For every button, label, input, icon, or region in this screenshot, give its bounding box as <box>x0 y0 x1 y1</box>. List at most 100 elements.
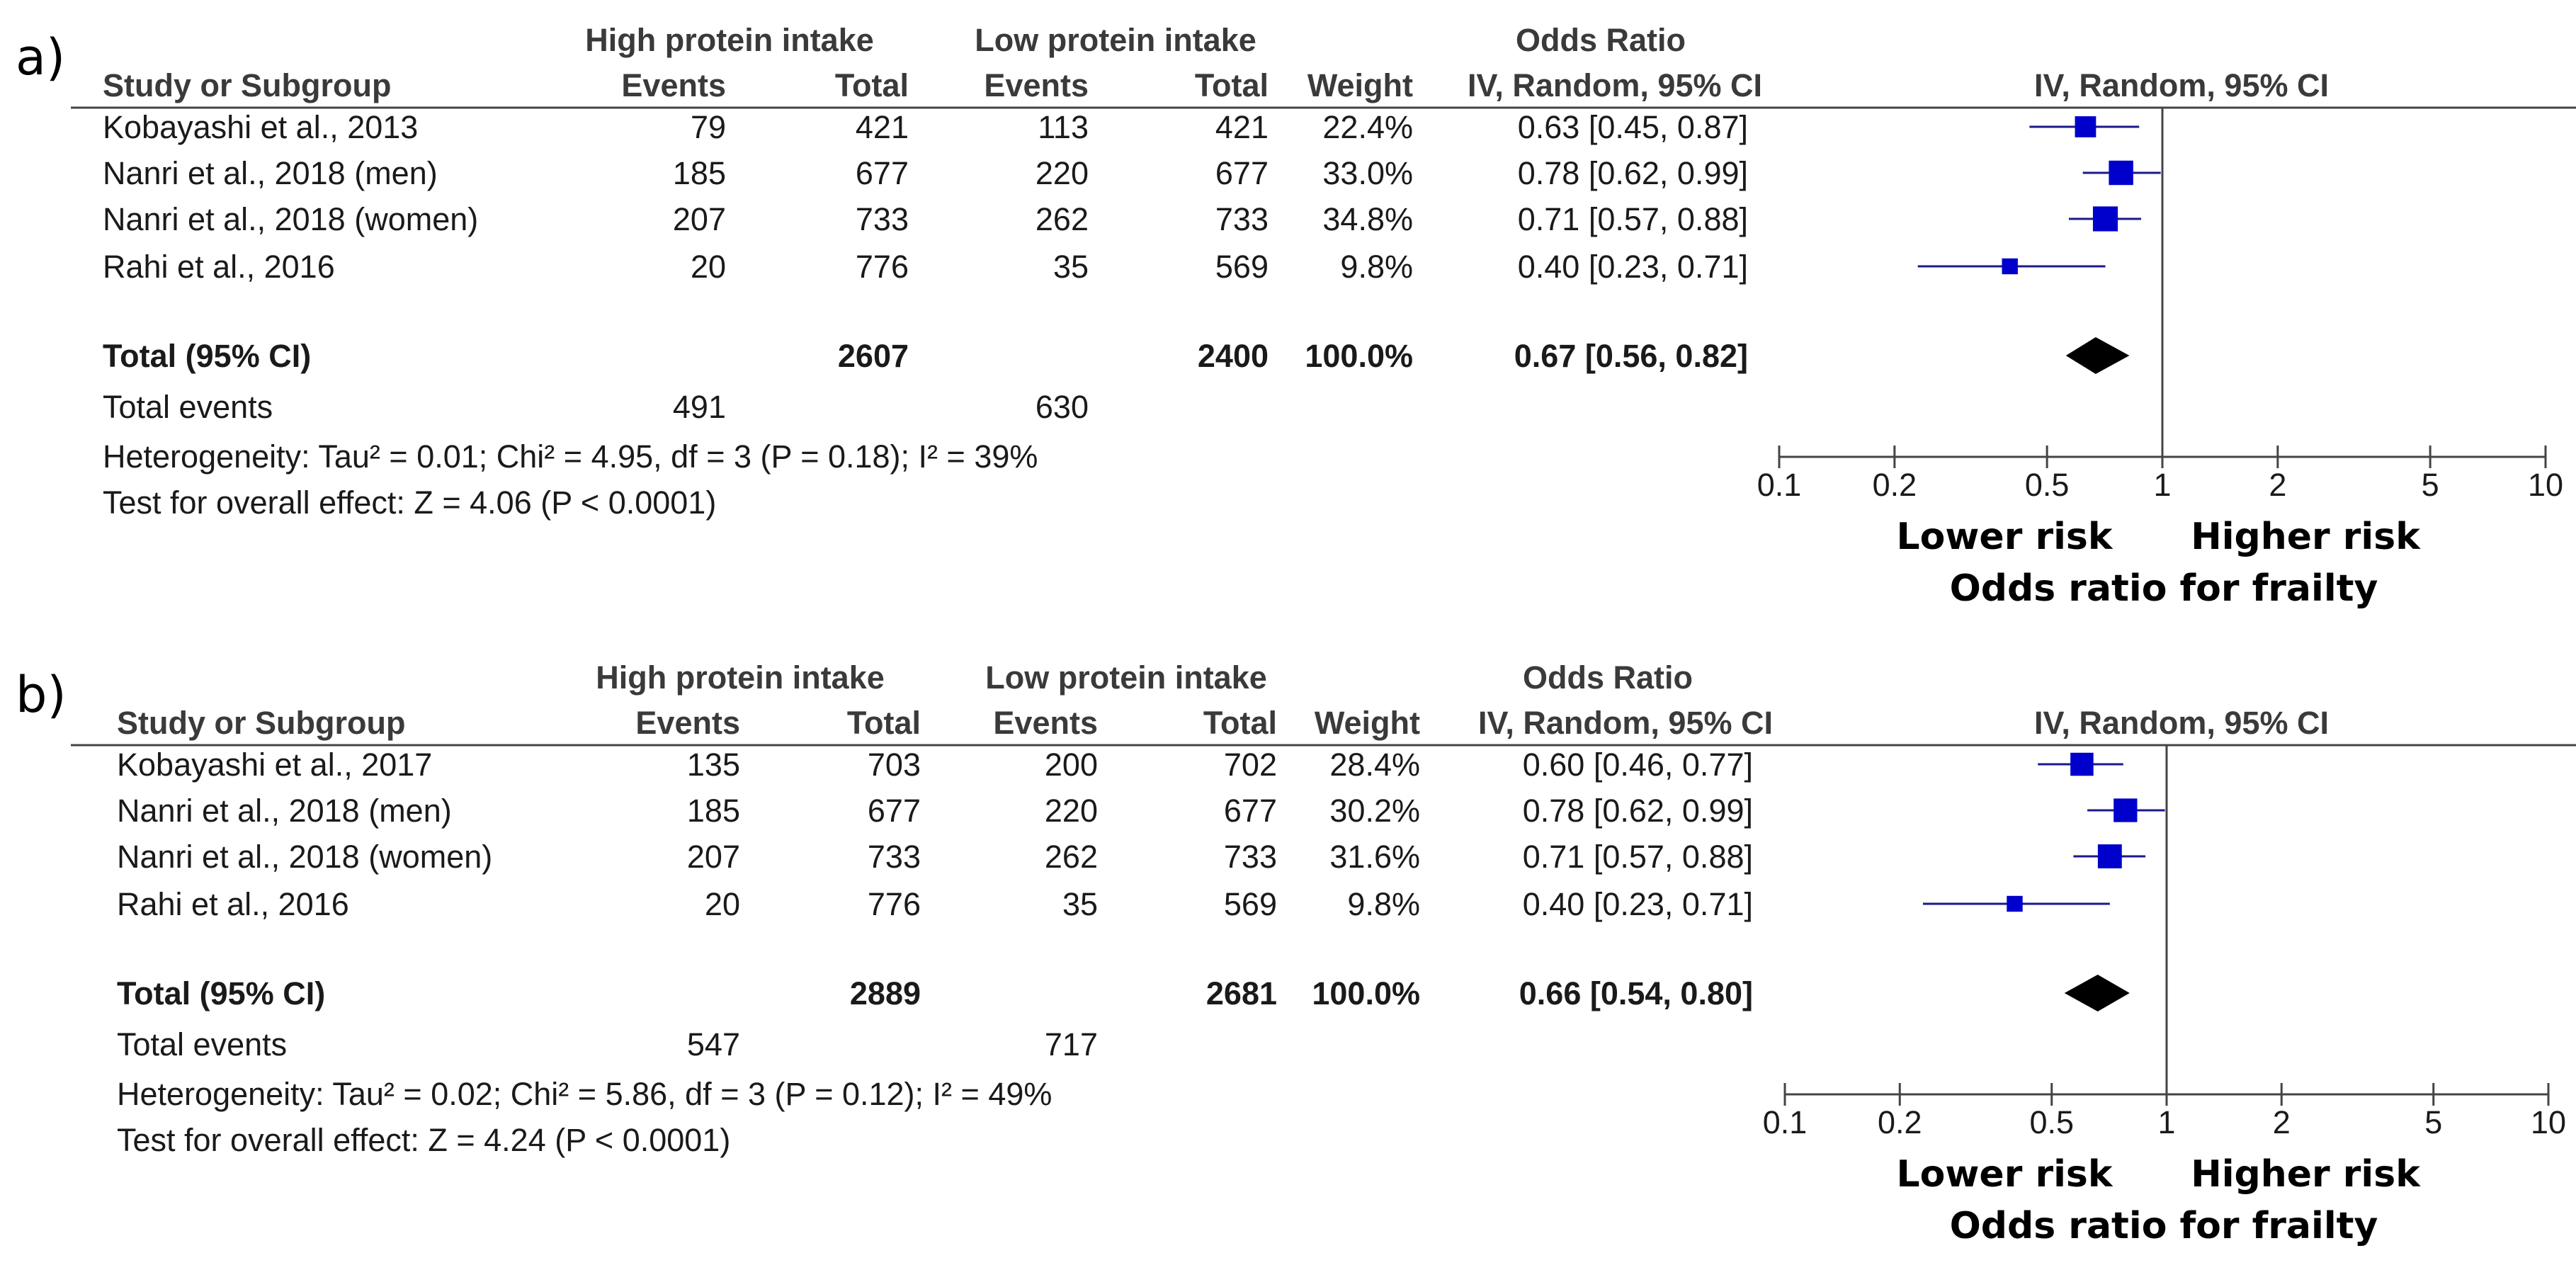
favours-right-label: Higher risk <box>2191 1153 2421 1196</box>
events-high: 207 <box>673 201 726 237</box>
total-label: Total (95% CI) <box>117 975 325 1011</box>
study-point-estimate <box>2092 206 2118 232</box>
column-header-total-high: Total <box>847 705 921 741</box>
ci-text: 0.40 [0.23, 0.71] <box>1518 249 1748 285</box>
study-name: Kobayashi et al., 2017 <box>117 747 432 783</box>
panel-a: a) High protein intake Low protein intake O… <box>16 22 2576 610</box>
total-low: 569 <box>1224 886 1277 922</box>
overall-effect-text: Test for overall effect: Z = 4.24 (P < 0… <box>117 1122 730 1158</box>
column-header-study: Study or Subgroup <box>117 705 405 741</box>
total-ci-text: 0.67 [0.56, 0.82] <box>1514 338 1748 374</box>
ci-text: 0.78 [0.62, 0.99] <box>1518 155 1748 191</box>
group-header-high: High protein intake <box>585 22 874 58</box>
x-tick-label: 10 <box>2528 467 2563 503</box>
heterogeneity-text: Heterogeneity: Tau² = 0.01; Chi² = 4.95,… <box>103 438 1038 475</box>
total-high: 733 <box>856 201 909 237</box>
study-name: Rahi et al., 2016 <box>103 249 335 285</box>
x-tick-label: 2 <box>2269 467 2286 503</box>
total-high: 733 <box>868 839 921 875</box>
favours-right-label: Higher risk <box>2191 516 2421 558</box>
total-high: 776 <box>856 249 909 285</box>
total-low: 702 <box>1224 747 1277 783</box>
column-header-total-high: Total <box>835 67 909 103</box>
x-tick-label: 2 <box>2273 1104 2291 1140</box>
study-name: Nanri et al., 2018 (women) <box>103 201 478 237</box>
events-low: 220 <box>1045 793 1098 829</box>
total-high: 776 <box>868 886 921 922</box>
group-header-low: Low protein intake <box>975 22 1256 58</box>
total-high: 703 <box>868 747 921 783</box>
ci-text: 0.71 [0.57, 0.88] <box>1518 201 1748 237</box>
weight: 22.4% <box>1322 109 1413 145</box>
x-tick-label: 1 <box>2157 1104 2175 1140</box>
study-name: Kobayashi et al., 2013 <box>103 109 418 145</box>
events-high: 20 <box>705 886 740 922</box>
x-tick-label: 10 <box>2531 1104 2566 1140</box>
total-high: 677 <box>868 793 921 829</box>
weight: 33.0% <box>1322 155 1413 191</box>
total-low: 677 <box>1224 793 1277 829</box>
total-high: 421 <box>856 109 909 145</box>
heterogeneity-text: Heterogeneity: Tau² = 0.02; Chi² = 5.86,… <box>117 1076 1052 1112</box>
overall-effect-text: Test for overall effect: Z = 4.06 (P < 0… <box>103 484 716 521</box>
study-point-estimate <box>2002 258 2018 275</box>
study-name: Nanri et al., 2018 (men) <box>103 155 438 191</box>
study-name: Nanri et al., 2018 (women) <box>117 839 492 875</box>
total-high: 677 <box>856 155 909 191</box>
panel-label: b) <box>16 666 67 724</box>
events-high: 135 <box>687 747 740 783</box>
x-tick-label: 0.2 <box>1878 1104 1922 1140</box>
study-name: Rahi et al., 2016 <box>117 886 349 922</box>
total-low: 677 <box>1215 155 1269 191</box>
x-tick-label: 0.1 <box>1757 467 1802 503</box>
study-point-estimate <box>2109 160 2133 186</box>
panel-label: a) <box>16 28 65 86</box>
column-header-events-high: Events <box>635 705 740 741</box>
panel-b: b) High protein intake Low protein intake O… <box>16 659 2576 1247</box>
column-header-events-low: Events <box>984 67 1089 103</box>
column-header-total-low: Total <box>1203 705 1277 741</box>
column-header-plot-method: IV, Random, 95% CI <box>2034 705 2329 741</box>
column-header-events-low: Events <box>993 705 1098 741</box>
events-high: 20 <box>691 249 726 285</box>
column-header-method: IV, Random, 95% CI <box>1468 67 1762 103</box>
total-label: Total (95% CI) <box>103 338 311 374</box>
total-low: 733 <box>1215 201 1269 237</box>
column-header-plot-method: IV, Random, 95% CI <box>2034 67 2329 103</box>
study-name: Nanri et al., 2018 (men) <box>117 793 452 829</box>
favours-left-label: Lower risk <box>1897 516 2113 558</box>
total-high: 2889 <box>850 975 921 1011</box>
study-point-estimate <box>2007 895 2023 912</box>
events-low: 220 <box>1035 155 1089 191</box>
total-low: 733 <box>1224 839 1277 875</box>
x-tick-label: 0.2 <box>1873 467 1917 503</box>
column-header-events-high: Events <box>621 67 726 103</box>
study-point-estimate <box>2113 798 2138 822</box>
ci-text: 0.78 [0.62, 0.99] <box>1523 793 1753 829</box>
study-point-estimate <box>2097 844 2122 868</box>
events-low: 113 <box>1038 109 1089 145</box>
ci-text: 0.60 [0.46, 0.77] <box>1523 747 1753 783</box>
x-axis-title: Odds ratio for frailty <box>1950 1205 2378 1247</box>
events-low: 35 <box>1053 249 1089 285</box>
weight: 9.8% <box>1347 886 1420 922</box>
events-low: 200 <box>1045 747 1098 783</box>
weight: 31.6% <box>1329 839 1420 875</box>
events-high: 185 <box>673 155 726 191</box>
total-weight: 100.0% <box>1305 338 1413 374</box>
x-tick-label: 5 <box>2422 467 2439 503</box>
x-tick-label: 1 <box>2153 467 2171 503</box>
total-events-label: Total events <box>103 389 273 425</box>
effect-header-title: Odds Ratio <box>1516 22 1686 58</box>
ci-text: 0.63 [0.45, 0.87] <box>1518 109 1748 145</box>
favours-left-label: Lower risk <box>1897 1153 2113 1196</box>
total-ci-text: 0.66 [0.54, 0.80] <box>1519 975 1753 1011</box>
total-events-low: 630 <box>1035 389 1089 425</box>
x-tick-label: 0.5 <box>2029 1104 2074 1140</box>
events-high: 207 <box>687 839 740 875</box>
events-low: 262 <box>1035 201 1089 237</box>
weight: 28.4% <box>1329 747 1420 783</box>
events-high: 185 <box>687 793 740 829</box>
total-events-high: 547 <box>687 1026 740 1062</box>
